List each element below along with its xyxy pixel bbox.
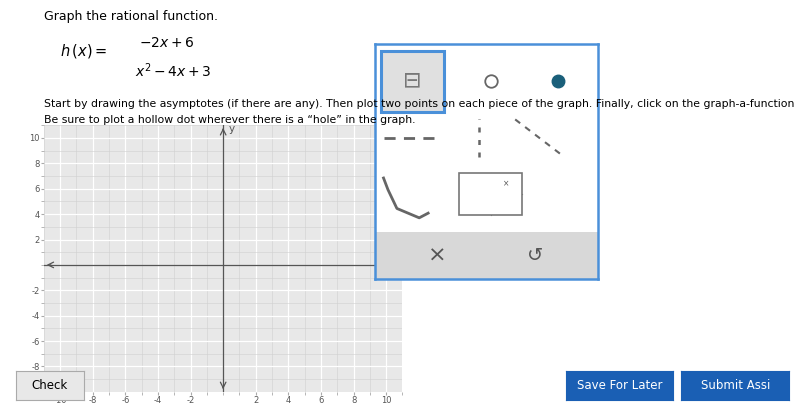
Text: ×: × bbox=[503, 179, 509, 188]
Text: Be sure to plot a hollow dot wherever there is a “hole” in the graph.: Be sure to plot a hollow dot wherever th… bbox=[44, 115, 415, 125]
Text: y: y bbox=[229, 124, 235, 134]
Text: $h\,(x)=$: $h\,(x)=$ bbox=[60, 42, 107, 61]
Text: Save For Later: Save For Later bbox=[577, 379, 662, 392]
Text: ⊟: ⊟ bbox=[403, 71, 422, 91]
Text: $-2x+6$: $-2x+6$ bbox=[139, 36, 195, 50]
Text: x: x bbox=[395, 249, 401, 259]
Text: Graph the rational function.: Graph the rational function. bbox=[44, 10, 218, 23]
Text: ×: × bbox=[428, 245, 446, 265]
Text: Start by drawing the asymptotes (if there are any). Then plot two points on each: Start by drawing the asymptotes (if ther… bbox=[44, 99, 797, 109]
FancyBboxPatch shape bbox=[381, 51, 444, 112]
Text: Check: Check bbox=[32, 379, 68, 392]
Bar bbox=[459, 173, 522, 215]
Text: Submit Assi: Submit Assi bbox=[701, 379, 770, 392]
Bar bbox=[375, 232, 598, 279]
Text: $x^2-4x+3$: $x^2-4x+3$ bbox=[135, 61, 212, 80]
Text: ↺: ↺ bbox=[527, 246, 544, 265]
